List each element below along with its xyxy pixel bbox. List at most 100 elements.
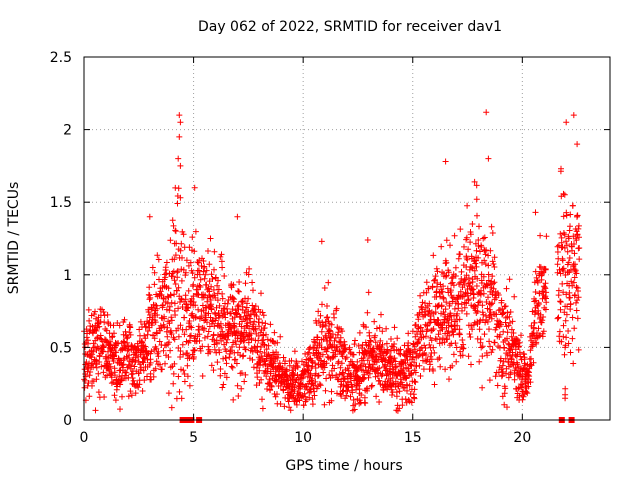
data-point bbox=[377, 337, 384, 344]
data-point bbox=[372, 332, 379, 339]
data-point bbox=[121, 316, 128, 323]
data-point bbox=[475, 299, 482, 306]
data-point bbox=[169, 273, 176, 280]
data-point bbox=[443, 237, 450, 244]
data-point bbox=[484, 352, 491, 359]
data-point bbox=[574, 141, 581, 148]
data-point bbox=[326, 371, 333, 378]
data-point bbox=[417, 373, 424, 379]
x-tick-label: 0 bbox=[80, 430, 89, 446]
data-point bbox=[393, 363, 400, 370]
data-point bbox=[573, 307, 580, 314]
data-point bbox=[175, 305, 182, 312]
data-point bbox=[190, 299, 197, 305]
data-point bbox=[131, 363, 138, 370]
data-point bbox=[434, 356, 441, 363]
data-point bbox=[423, 289, 430, 296]
data-point bbox=[467, 231, 474, 238]
data-point bbox=[197, 276, 204, 283]
data-point bbox=[241, 337, 248, 344]
data-point bbox=[219, 264, 226, 271]
data-point bbox=[324, 314, 331, 321]
data-point bbox=[457, 251, 463, 258]
data-point bbox=[101, 336, 108, 343]
data-point bbox=[234, 213, 241, 220]
data-point bbox=[177, 322, 184, 329]
data-point bbox=[358, 392, 365, 398]
data-point bbox=[324, 303, 330, 309]
data-point bbox=[191, 248, 198, 255]
data-point bbox=[192, 228, 199, 235]
data-point bbox=[307, 370, 314, 377]
data-point bbox=[109, 333, 116, 340]
y-tick-label: 2 bbox=[63, 123, 72, 139]
data-point bbox=[560, 190, 567, 197]
data-point bbox=[389, 361, 396, 368]
data-point bbox=[328, 388, 335, 395]
data-point bbox=[325, 318, 332, 325]
data-point bbox=[206, 288, 213, 295]
data-point bbox=[442, 306, 449, 313]
data-point bbox=[576, 245, 583, 251]
data-point bbox=[207, 293, 213, 300]
data-point bbox=[280, 387, 287, 394]
data-point bbox=[427, 313, 434, 319]
data-point bbox=[184, 350, 191, 357]
data-point bbox=[418, 303, 425, 310]
data-point bbox=[205, 343, 212, 350]
data-point bbox=[304, 366, 311, 373]
data-point bbox=[85, 380, 92, 386]
data-point bbox=[259, 309, 266, 316]
data-point bbox=[478, 277, 485, 284]
data-point bbox=[572, 267, 579, 274]
data-point bbox=[571, 250, 578, 257]
data-point bbox=[411, 378, 418, 385]
data-point bbox=[431, 381, 438, 388]
data-point bbox=[181, 331, 188, 338]
data-point bbox=[222, 314, 229, 321]
data-point bbox=[241, 378, 248, 385]
data-point bbox=[318, 328, 325, 335]
data-point bbox=[392, 358, 399, 365]
data-point bbox=[489, 346, 496, 353]
data-point bbox=[508, 333, 515, 340]
data-point bbox=[310, 344, 317, 351]
data-point bbox=[167, 364, 174, 371]
data-point bbox=[535, 301, 542, 308]
data-point bbox=[191, 184, 198, 191]
data-point bbox=[488, 315, 495, 322]
data-point bbox=[372, 339, 379, 346]
data-point bbox=[524, 390, 531, 397]
data-point bbox=[170, 380, 177, 387]
data-point bbox=[167, 292, 174, 299]
data-point bbox=[247, 319, 254, 326]
data-point bbox=[356, 329, 363, 336]
data-point bbox=[459, 337, 466, 343]
data-point bbox=[263, 373, 270, 380]
data-point bbox=[399, 369, 406, 376]
data-point bbox=[230, 295, 236, 302]
data-point bbox=[168, 327, 174, 334]
data-point bbox=[223, 339, 230, 346]
data-point bbox=[177, 194, 184, 201]
data-point bbox=[487, 343, 493, 350]
data-point bbox=[234, 310, 241, 317]
data-point bbox=[419, 351, 426, 358]
data-point bbox=[575, 222, 582, 229]
data-point bbox=[563, 242, 570, 249]
data-point bbox=[339, 369, 346, 376]
data-point bbox=[416, 336, 422, 343]
data-point bbox=[263, 331, 269, 338]
data-point bbox=[366, 370, 373, 377]
data-point bbox=[474, 212, 480, 219]
data-point bbox=[575, 294, 582, 301]
data-point bbox=[464, 202, 471, 209]
data-point bbox=[383, 325, 390, 332]
data-point bbox=[473, 196, 480, 203]
data-point bbox=[555, 287, 562, 294]
data-points-layer bbox=[81, 109, 583, 423]
data-point bbox=[174, 274, 181, 281]
data-point bbox=[168, 331, 175, 337]
data-point bbox=[539, 270, 546, 277]
data-point bbox=[156, 338, 163, 345]
